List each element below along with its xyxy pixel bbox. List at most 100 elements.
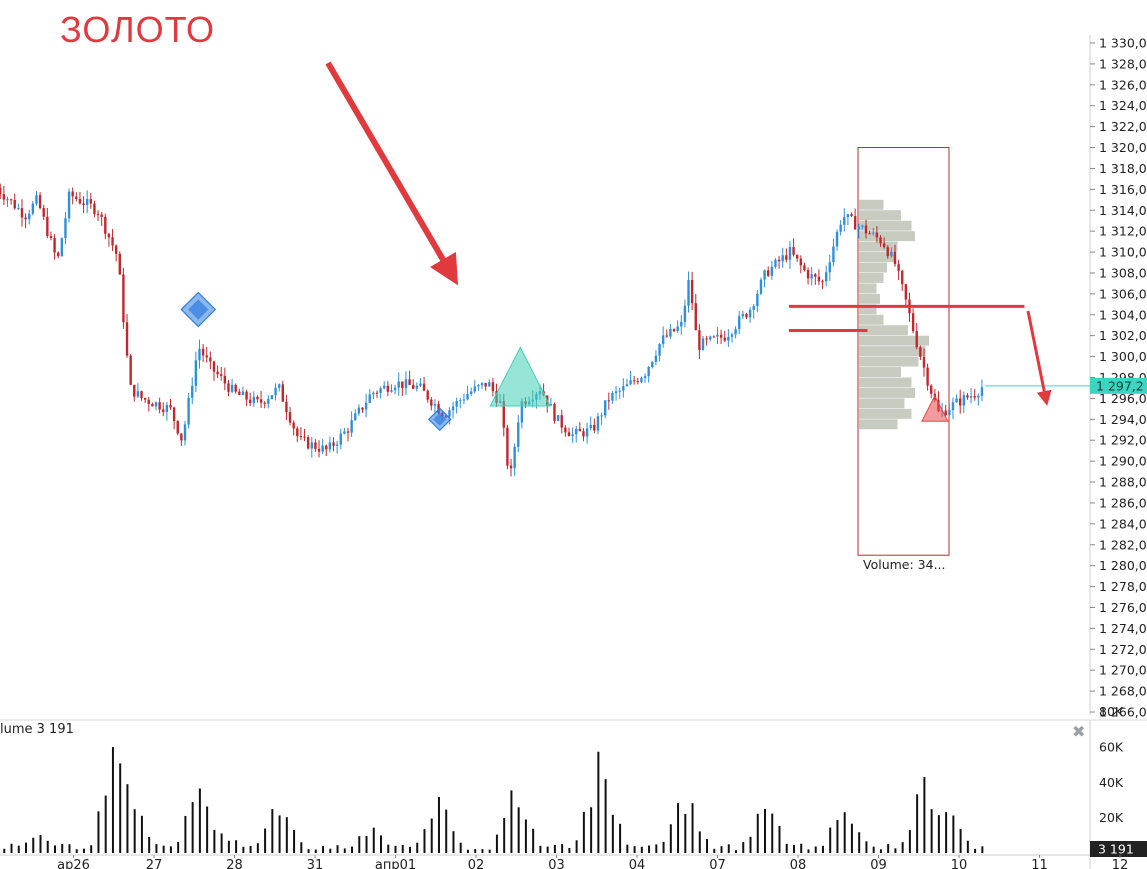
volume-bar (843, 812, 846, 853)
signal-markers (180, 291, 949, 432)
annotations (325, 61, 1052, 406)
volume-bar (713, 848, 716, 853)
candle-body (393, 387, 397, 391)
candle-body (386, 385, 390, 392)
volume-bar (119, 763, 122, 853)
volume-profile-bar (859, 367, 901, 377)
volume-bar (539, 845, 542, 853)
candle-body (267, 398, 270, 404)
candle-body (198, 348, 201, 361)
volume-bar (981, 846, 984, 853)
time-tick-label: 03 (548, 858, 565, 869)
candle-body (31, 203, 35, 214)
volume-bar (575, 840, 578, 853)
candle-body (437, 404, 440, 414)
volume-tick-label: 80K (1099, 704, 1124, 719)
candle-body (795, 254, 799, 259)
volume-bar (285, 817, 288, 853)
candle-body (466, 393, 469, 400)
candle-body (756, 293, 759, 307)
volume-bar (169, 846, 172, 853)
price-tick-label: 1 268,0 (1099, 684, 1147, 699)
candle-body (201, 348, 205, 356)
volume-bar (821, 845, 824, 853)
volume-bar (966, 840, 969, 853)
candle-body (792, 247, 795, 255)
last-volume-tag (1090, 841, 1147, 857)
volume-bar (126, 784, 129, 853)
volume-bar (184, 815, 187, 853)
price-tick-label: 1 312,0 (1099, 224, 1147, 239)
candle-body (412, 384, 415, 389)
candle-body (799, 258, 803, 266)
candle-body (701, 338, 705, 351)
volume-bar (546, 846, 549, 853)
candle-body (357, 407, 361, 414)
candle-body (600, 415, 603, 417)
candle-body (506, 427, 509, 466)
candle-body (401, 381, 404, 389)
candle-body (24, 217, 27, 220)
candle-body (292, 422, 295, 429)
volume-bar (561, 844, 564, 853)
price-tick-label: 1 290,0 (1099, 454, 1147, 469)
volume-bar (945, 812, 948, 853)
candle-body (730, 334, 734, 337)
candle-body (897, 264, 900, 271)
volume-profile-bar (859, 377, 912, 388)
volume-profile-bar (859, 346, 926, 357)
candle-body (78, 198, 82, 204)
volume-bar (691, 803, 694, 853)
volume-bar (365, 836, 368, 853)
candle-body (256, 396, 259, 400)
volume-bar (952, 815, 955, 853)
volume-bar (452, 831, 455, 853)
down-arrow-large (325, 61, 459, 286)
candle-body (426, 390, 429, 400)
volume-bar (916, 794, 919, 853)
volume-bar (264, 828, 267, 853)
volume-bar (771, 813, 774, 853)
candle-body (502, 401, 505, 428)
candle-body (38, 195, 42, 209)
candle-body (419, 383, 422, 386)
candle-body (806, 270, 810, 279)
candle-body (187, 397, 190, 425)
candle-body (716, 334, 719, 337)
candle-body (864, 225, 868, 234)
volume-profile-bar (859, 387, 915, 398)
volume-bar (829, 827, 832, 853)
candle-body (335, 444, 339, 446)
volume-bar (53, 845, 56, 853)
volume-bar (865, 841, 868, 853)
candle-body (462, 399, 466, 401)
volume-bar (408, 846, 411, 853)
candle-body (843, 217, 846, 225)
volume-bar (111, 747, 114, 853)
candle-body (20, 208, 24, 218)
volume-bar (68, 844, 71, 853)
price-tick-label: 1 296,0 (1099, 391, 1147, 406)
candle-body (589, 424, 592, 429)
candle-body (364, 402, 368, 410)
volume-bar (814, 846, 817, 853)
candle-body (314, 442, 317, 449)
candle-body (100, 214, 103, 217)
volume-bar (213, 829, 216, 853)
candle-body (911, 313, 915, 332)
close-volume-pane-icon[interactable]: ✖ (1072, 722, 1085, 741)
volume-bar (394, 845, 397, 853)
volume-bar (727, 844, 730, 853)
candle-body (368, 394, 371, 403)
price-tick-label: 1 272,0 (1099, 642, 1147, 657)
volume-bar (39, 834, 42, 853)
candle-body (520, 401, 524, 423)
volume-bar (416, 842, 419, 853)
candle-body (517, 422, 520, 447)
candle-body (296, 428, 299, 437)
candle-body (9, 199, 13, 201)
candle-body (0, 187, 2, 195)
candle-body (227, 383, 230, 392)
last-price-label: 1 297,2 (1096, 378, 1144, 393)
price-tick-label: 1 292,0 (1099, 433, 1147, 448)
